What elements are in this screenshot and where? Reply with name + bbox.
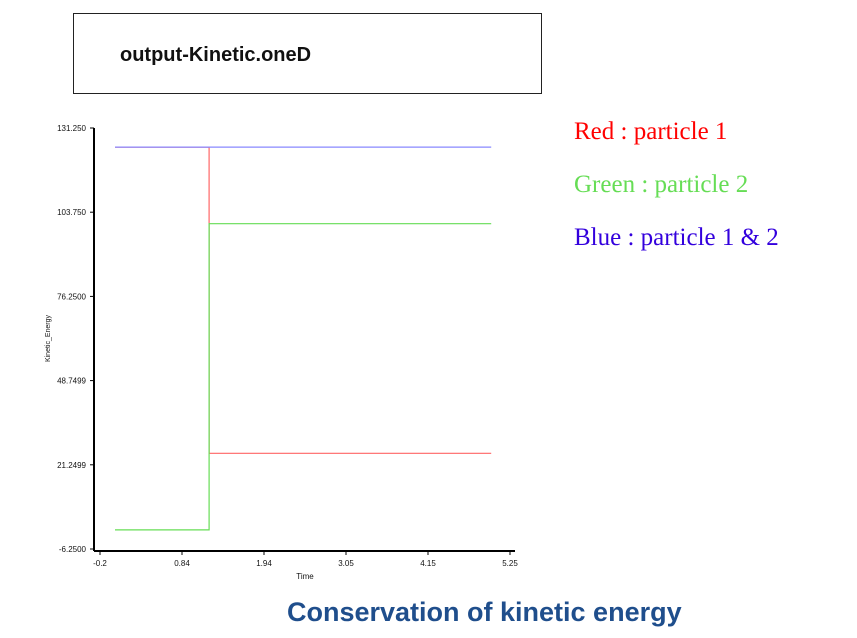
- y-axis-label: Kinetic_Energy: [45, 314, 52, 362]
- x-tick-label: 4.15: [420, 559, 436, 568]
- title-box: output-Kinetic.oneD: [73, 13, 542, 94]
- y-tick-label: 103.750: [57, 208, 86, 217]
- y-tick-label: 48.7499: [57, 377, 86, 386]
- y-tick-label: -6.2500: [59, 545, 87, 554]
- x-axis-label: Time: [296, 572, 314, 581]
- slide-caption: Conservation of kinetic energy: [287, 597, 682, 627]
- x-tick-label: 0.84: [174, 559, 190, 568]
- series-line-1: [115, 146, 492, 454]
- series-line-2: [115, 223, 492, 531]
- y-tick-label: 131.250: [57, 124, 86, 133]
- legend-item-green: Green : particle 2: [574, 171, 749, 198]
- x-tick-label: -0.2: [93, 559, 107, 568]
- x-tick-label: 5.25: [502, 559, 518, 568]
- x-tick-label: 1.94: [256, 559, 272, 568]
- y-tick-label: 76.2500: [57, 292, 86, 301]
- page-title: output-Kinetic.oneD: [120, 44, 312, 66]
- x-tick-label: 3.05: [338, 559, 354, 568]
- y-tick-label: 21.2499: [57, 461, 86, 470]
- legend-item-blue: Blue : particle 1 & 2: [574, 224, 779, 251]
- legend-item-red: Red : particle 1: [574, 118, 728, 145]
